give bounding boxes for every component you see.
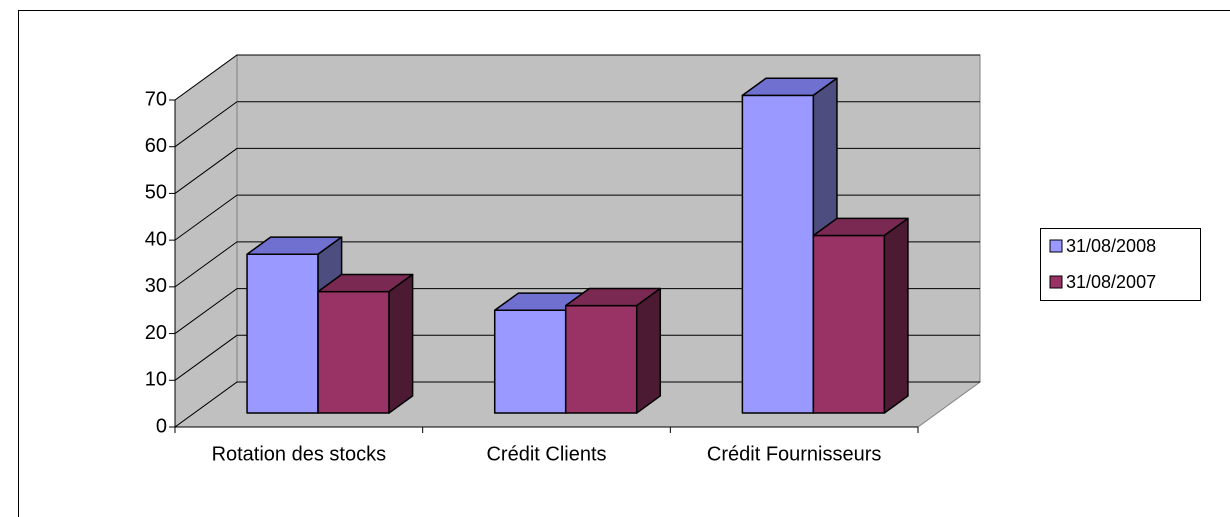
grid-line <box>174 241 980 288</box>
y-tick-label: 70 <box>145 88 167 110</box>
y-tick-label: 40 <box>145 228 167 250</box>
grid-line <box>174 54 980 101</box>
grid-line <box>174 147 980 194</box>
bar-side <box>635 287 662 414</box>
bar-front <box>564 304 638 414</box>
legend-label: 31/08/2007 <box>1066 272 1156 292</box>
x-tick-label: Crédit Clients <box>486 443 606 465</box>
grid-line <box>174 101 980 148</box>
bar-front <box>246 253 319 414</box>
grid-line <box>174 334 980 381</box>
grid-line <box>174 381 980 428</box>
y-tick-label: 60 <box>145 135 167 157</box>
bar-side <box>388 273 414 414</box>
x-tick-label: Rotation des stocks <box>212 443 387 465</box>
grid-line <box>174 288 980 334</box>
bar-front <box>317 290 390 414</box>
y-tick-label: 50 <box>145 182 167 204</box>
bar-front <box>812 234 886 414</box>
grid-line <box>174 194 980 241</box>
bar-side <box>883 217 909 414</box>
legend-box <box>1040 228 1201 301</box>
bar-front <box>741 94 815 414</box>
legend-swatch <box>1049 275 1063 289</box>
y-tick-label: 30 <box>145 275 167 297</box>
bar-front <box>493 309 567 414</box>
x-tick-label: Crédit Fournisseurs <box>707 443 882 465</box>
y-tick-label: 10 <box>145 369 167 391</box>
legend-swatch <box>1049 239 1063 253</box>
y-tick-label: 0 <box>156 415 167 437</box>
legend-label: 31/08/2008 <box>1066 236 1156 256</box>
side-wall <box>174 54 238 428</box>
y-tick-label: 20 <box>145 322 167 344</box>
